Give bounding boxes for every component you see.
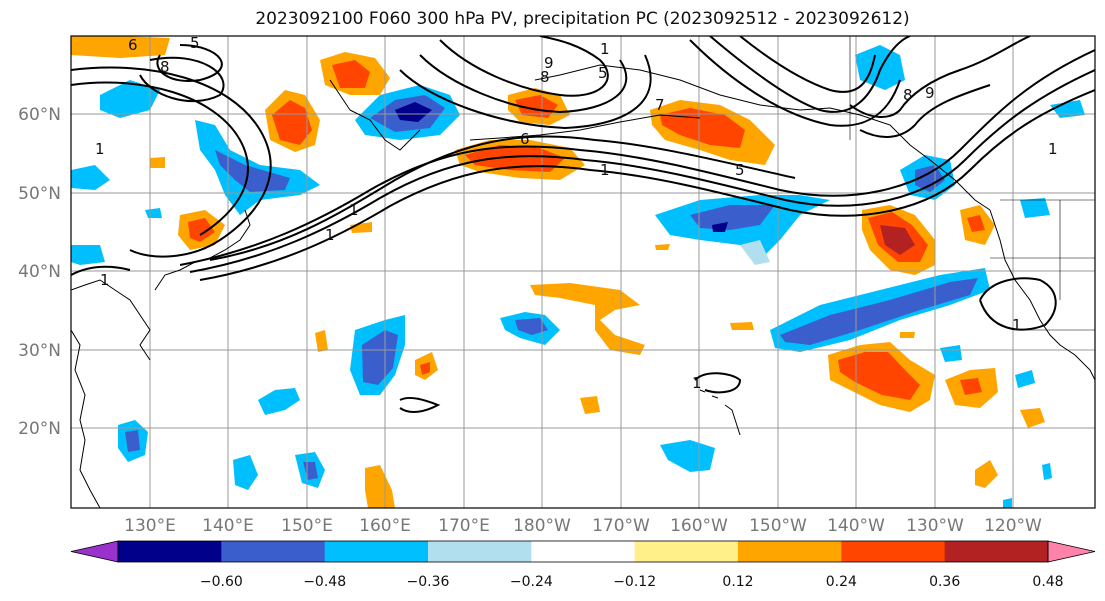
colorbar-segment [944,541,1049,562]
map-frame [70,35,1096,509]
colorbar [70,540,1096,563]
pv-label: 8 [540,68,550,86]
map-title: 2023092100 F060 300 hPa PV, precipitatio… [255,9,910,29]
lon-label: 140°W [827,516,885,536]
positive-precip-anomalies [71,36,1045,508]
graticule [71,36,1095,508]
pv-contours [71,36,1095,413]
pv-label: 1 [325,226,335,244]
lon-label: 170°W [592,516,650,536]
colorbar-tick-label: −0.24 [510,574,553,590]
pos-anomaly-subtropical [150,157,1045,508]
colorbar-segment [634,541,739,562]
political-borders [849,36,1095,331]
lon-label: 140°E [202,516,254,536]
map-panel [71,36,1095,508]
colorbar-tick-label: −0.60 [200,574,243,590]
lon-label: 130°W [906,516,964,536]
kamchatka-coast [329,79,421,151]
colorbar-tick-label: −0.36 [407,574,450,590]
asia-coast [71,279,151,508]
pv-contour-labels: 6 5 8 1 5 9 7 1 8 6 1 5 1 1 1 1 1 8 9 1 [95,34,1058,392]
colorbar-segment [531,541,636,562]
pv-label: 8 [160,58,170,76]
pv-label: 5 [598,64,608,82]
colorbar-tick-labels: −0.60 −0.48 −0.36 −0.24 −0.12 0.12 0.24 0.36 0.4… [200,574,1064,590]
pv-label: 1 [1012,316,1022,334]
pv-label: 6 [128,36,138,54]
pv-label: 9 [925,84,935,102]
latitude-labels: 60°N 50°N 40°N 30°N 20°N [18,105,61,439]
colorbar-max-arrow [1047,540,1096,563]
pos-anomaly-ne-pacific [862,205,995,275]
pv-label: 1 [1048,140,1058,158]
colorbar-min-arrow [70,540,119,563]
colorbar-tick-label: −0.12 [613,574,656,590]
pv-label: 1 [600,161,610,179]
hawaii [699,389,741,436]
pv-label: 1 [692,374,702,392]
longitude-labels: 130°E 140°E 150°E 160°E 170°E 180°W 170°… [124,516,1042,536]
aleutians [469,114,701,141]
colorbar-segment [841,541,946,562]
pv-label: 6 [520,130,530,148]
colorbar-tick-label: 0.48 [1032,574,1063,590]
colorbar-tick-label: 0.12 [722,574,753,590]
lon-label: 120°W [984,516,1042,536]
colorbar-frame [117,540,1049,563]
neg-anomaly-japan-north [195,120,320,215]
pv-label: 5 [735,161,745,179]
pv-label: 8 [903,86,913,104]
colorbar-tick-label: −0.48 [303,574,346,590]
pv-label: 1 [95,140,105,158]
colorbar-segment [118,541,222,562]
pv-label: 7 [655,96,665,114]
lon-label: 160°W [670,516,728,536]
colorbar-segment [738,541,842,562]
lat-label: 50°N [18,184,61,204]
pv-label: 1 [600,40,610,58]
colorbar-tick-label: 0.24 [826,574,857,590]
north-america-coast [989,209,1095,381]
lon-label: 160°E [359,516,411,536]
lon-label: 150°W [749,516,807,536]
negative-precip-anomalies [71,45,1085,508]
lat-label: 20°N [18,419,61,439]
colorbar-tick-label: 0.36 [929,574,960,590]
pos-anomaly-kurils [71,36,390,250]
lat-label: 30°N [18,341,61,361]
neg-anomaly-sea-of-okhotsk [71,80,162,265]
colorbar-segment [428,541,532,562]
pv-label: 1 [349,201,359,219]
lon-label: 130°E [124,516,176,536]
colorbar-segment [324,541,429,562]
neg-anomaly-kamchatka-region [355,85,460,140]
lat-label: 40°N [18,262,61,282]
lat-label: 60°N [18,105,61,125]
pv-label: 1 [100,271,110,289]
pv-label: 5 [190,34,200,52]
lon-label: 150°E [281,516,333,536]
lon-label: 170°E [438,516,490,536]
pv-label: 9 [544,54,554,72]
colorbar-segment [221,541,326,562]
lon-label: 180°W [513,516,571,536]
